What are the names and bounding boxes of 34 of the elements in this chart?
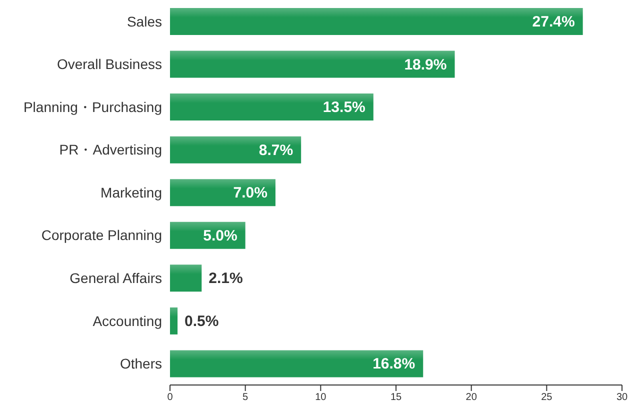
- bar: [170, 8, 583, 35]
- y-tick-label: PR・Advertising: [59, 142, 162, 158]
- y-tick-label: Accounting: [92, 312, 162, 329]
- data-label: 7.0%: [233, 184, 268, 202]
- x-tick-label: 10: [315, 392, 327, 404]
- bar: [170, 222, 246, 249]
- y-tick-label: Marketing: [100, 184, 162, 200]
- bar: [170, 50, 455, 78]
- bar: [170, 264, 202, 292]
- data-label: 18.9%: [404, 56, 447, 74]
- bar: [170, 350, 424, 378]
- x-tick-label: 25: [541, 392, 553, 404]
- data-label: 16.8%: [372, 356, 416, 373]
- x-tick-label: 20: [466, 392, 478, 404]
- x-tick-label: 15: [390, 392, 402, 404]
- y-tick-label: Overall Business: [56, 56, 162, 72]
- y-tick-label: Corporate Planning: [41, 227, 162, 244]
- y-tick-label: Planning・Purchasing: [23, 98, 162, 115]
- bar: [170, 94, 374, 121]
- bar: [170, 136, 302, 164]
- data-label: 2.1%: [208, 270, 243, 288]
- data-label: 0.5%: [184, 312, 219, 330]
- bar: [170, 307, 178, 334]
- bar: [170, 179, 276, 206]
- data-label: 13.5%: [322, 99, 366, 116]
- y-tick-label: Others: [120, 356, 162, 372]
- y-tick-label: General Affairs: [70, 270, 162, 286]
- y-tick-label: Sales: [126, 13, 162, 30]
- x-tick-label: 5: [242, 392, 249, 404]
- x-tick-label: 30: [616, 392, 628, 404]
- data-label: 8.7%: [258, 142, 294, 159]
- data-label: 27.4%: [532, 14, 575, 30]
- x-tick-label: 0: [167, 392, 174, 404]
- data-label: 5.0%: [203, 227, 238, 244]
